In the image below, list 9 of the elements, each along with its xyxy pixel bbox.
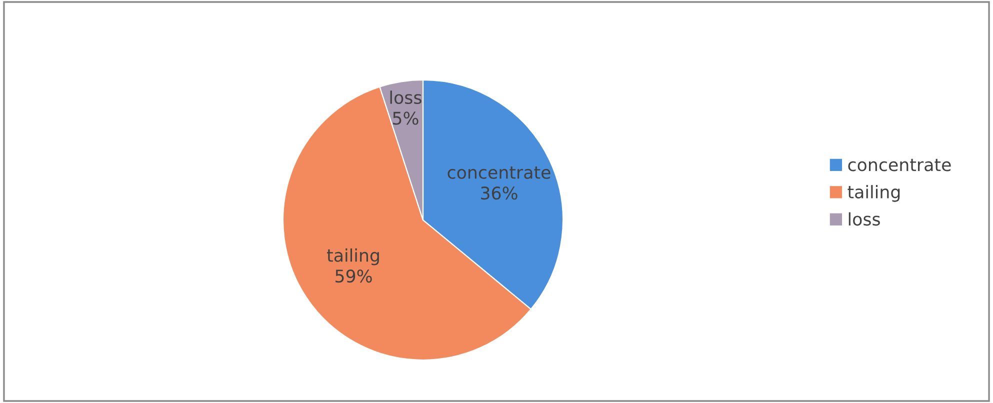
legend-label: tailing	[848, 185, 900, 202]
data-label: 5%	[393, 112, 418, 125]
data-label: 59%	[336, 270, 372, 283]
legend-label: loss	[848, 212, 880, 226]
legend-label: concentrate	[848, 158, 951, 172]
slice-label: loss	[390, 90, 422, 104]
slice-label: concentrate	[448, 166, 550, 179]
data-label: 36%	[481, 186, 518, 200]
slice-label: tailing	[327, 248, 379, 266]
